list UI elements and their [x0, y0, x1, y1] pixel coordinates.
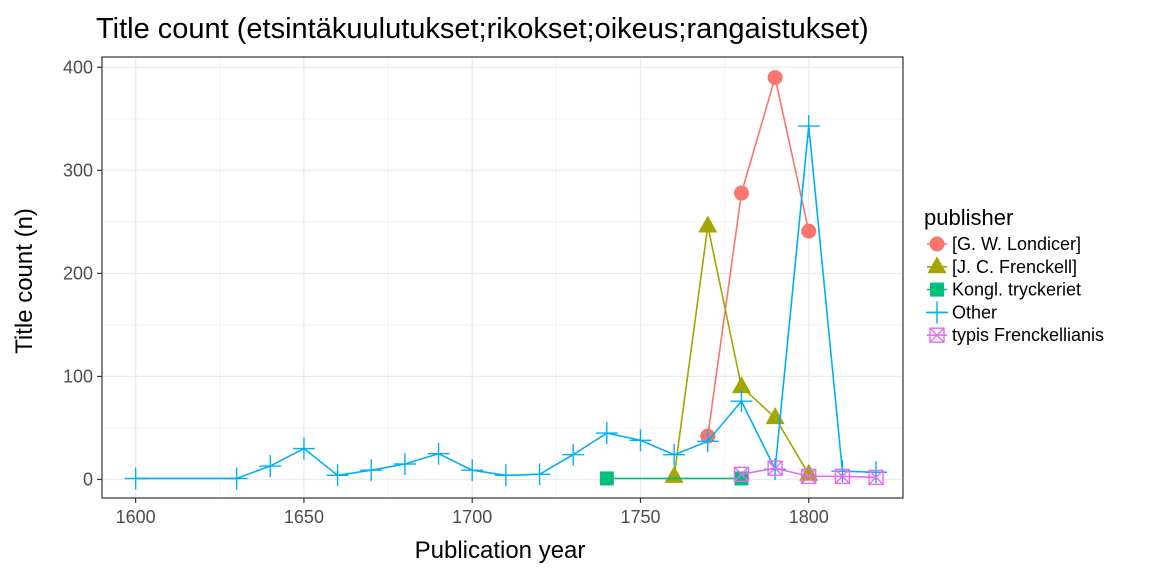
series-1	[664, 215, 819, 483]
data-point	[562, 443, 585, 466]
data-point	[292, 437, 315, 460]
data-point	[664, 465, 684, 483]
y-tick-label: 0	[83, 469, 93, 489]
marker-triangle	[731, 376, 751, 394]
data-point	[834, 468, 851, 485]
x-axis-title: Publication year	[415, 537, 586, 564]
marker-x2	[733, 466, 749, 482]
data-point	[326, 464, 349, 487]
series-3	[124, 115, 888, 490]
marker-circle	[767, 70, 783, 86]
marker-x2	[929, 327, 945, 343]
data-point	[427, 442, 450, 465]
marker-triangle	[698, 215, 718, 233]
data-point	[124, 467, 147, 490]
marker-x2	[834, 468, 850, 484]
panel-border	[101, 56, 904, 499]
y-tick-label: 100	[63, 366, 93, 386]
marker-box	[929, 327, 945, 343]
marker-x2	[868, 469, 884, 485]
legend-key-marker	[929, 236, 945, 252]
data-point	[733, 466, 750, 483]
data-point	[767, 460, 783, 476]
legend-key-marker	[930, 282, 944, 297]
data-point	[797, 115, 820, 138]
series-0	[700, 70, 817, 444]
marker-box	[801, 468, 817, 485]
grid	[102, 57, 903, 498]
data-point	[393, 452, 416, 475]
data-point	[225, 467, 248, 490]
y-tick-label: 400	[63, 57, 93, 77]
data-point	[733, 185, 749, 201]
data-point	[494, 464, 517, 487]
series-layer	[124, 70, 888, 490]
axes: 1600 1650 1700 1750 1800 0 100 200 300 400	[63, 57, 829, 527]
y-tick-label: 300	[63, 160, 93, 180]
x-tick-label: 1650	[284, 507, 324, 527]
legend: publisher [G. W. Londicer] [J. C. Frenckel…	[924, 205, 1104, 345]
marker-x2	[767, 460, 783, 476]
legend-item: [G. W. Londicer]	[927, 234, 1081, 254]
y-axis-title: Title count (n)	[11, 208, 38, 354]
data-point	[731, 376, 751, 394]
marker-box	[733, 466, 750, 483]
series-line	[135, 125, 877, 480]
legend-key-marker	[926, 301, 948, 324]
data-point	[599, 471, 614, 486]
x-tick-label: 1600	[116, 507, 156, 527]
series-4	[733, 460, 884, 486]
data-point	[696, 430, 719, 453]
data-point	[767, 70, 783, 86]
legend-label: typis Frenckellianis	[952, 325, 1104, 345]
data-point	[629, 429, 652, 452]
data-point	[461, 459, 484, 482]
data-point	[765, 407, 785, 425]
data-point	[360, 459, 383, 482]
legend-item: Kongl. tryckeriet	[927, 280, 1081, 300]
marker-circle	[801, 223, 817, 239]
data-point	[730, 390, 753, 413]
legend-item: [J. C. Frenckell]	[927, 256, 1077, 277]
legend-key-marker	[929, 327, 945, 343]
series-line	[707, 77, 810, 437]
legend-key-marker	[927, 256, 947, 274]
marker-box	[767, 460, 783, 476]
data-point	[801, 223, 817, 239]
y-tick-label: 200	[63, 263, 93, 283]
marker-circle	[733, 185, 749, 201]
marker-x2	[801, 468, 817, 484]
legend-item: typis Frenckellianis	[927, 325, 1104, 345]
legend-title: publisher	[924, 205, 1013, 230]
legend-label: [J. C. Frenckell]	[952, 257, 1077, 277]
marker-square	[930, 282, 944, 297]
x-tick-label: 1700	[452, 507, 492, 527]
marker-box	[834, 468, 851, 485]
x-tick-label: 1750	[620, 507, 660, 527]
data-point	[801, 468, 817, 485]
data-point	[698, 215, 718, 233]
marker-box	[868, 469, 884, 486]
data-point	[259, 455, 282, 478]
series-line	[673, 225, 810, 477]
chart-title: Title count (etsintäkuulutukset;rikokset…	[96, 13, 869, 45]
legend-item: Other	[926, 301, 997, 324]
x-tick-label: 1800	[789, 507, 829, 527]
marker-triangle	[765, 407, 785, 425]
data-point	[528, 463, 551, 486]
legend-label: [G. W. Londicer]	[952, 234, 1081, 254]
legend-label: Other	[952, 302, 997, 322]
marker-circle	[929, 236, 945, 252]
marker-triangle	[664, 465, 684, 483]
legend-label: Kongl. tryckeriet	[952, 280, 1081, 300]
marker-triangle	[927, 256, 947, 274]
data-point	[868, 469, 884, 486]
marker-square	[599, 471, 614, 486]
data-point	[595, 422, 618, 445]
data-point	[663, 443, 686, 466]
